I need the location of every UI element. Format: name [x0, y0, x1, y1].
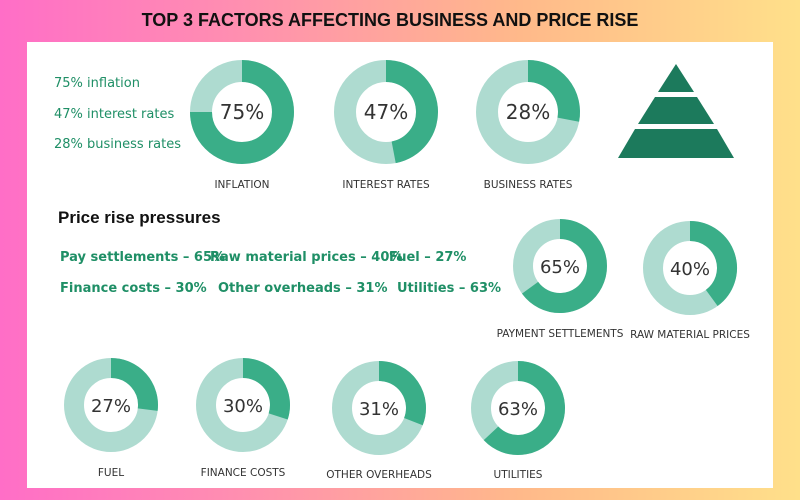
donut-category-label: UTILITIES	[494, 469, 543, 481]
section-heading: Price rise pressures	[58, 208, 221, 227]
pressure-keyword: Utilities	[397, 281, 455, 296]
donut-category-label: FINANCE COSTS	[201, 467, 286, 479]
pressure-keyword: Raw material	[210, 250, 307, 265]
pyramid-icon	[618, 64, 734, 158]
legend-item-inflation: 75% inflation	[54, 76, 140, 91]
donut-category-label: OTHER OVERHEADS	[326, 469, 432, 481]
donut-category-label: FUEL	[98, 467, 124, 479]
pressure-keyword: Fuel	[389, 250, 420, 265]
donut-slice-finance-costs	[242, 358, 290, 420]
donut-payment-settlements: 65% PAYMENT SETTLEMENTS	[497, 219, 624, 340]
donut-value-label: 27%	[91, 396, 131, 417]
pressure-keyword: Other	[218, 281, 260, 296]
donut-value-label: 30%	[223, 396, 263, 417]
legend-value: 75%	[54, 76, 83, 91]
pressure-keyword: Pay	[60, 250, 87, 265]
donut-value-label: 40%	[670, 259, 710, 280]
donut-value-label: 31%	[359, 399, 399, 420]
donut-slice-business-rates	[527, 60, 580, 122]
donut-slice-utilities	[483, 361, 565, 455]
donut-value-label: 75%	[220, 100, 264, 124]
donut-slice-fuel	[110, 358, 158, 411]
donut-utilities: 63% UTILITIES	[471, 361, 565, 481]
legend-item-business-rates: 28% business rates	[54, 137, 181, 152]
donut-finance-costs: 30% FINANCE COSTS	[196, 358, 290, 479]
donut-inflation: 75% INFLATION	[190, 60, 294, 191]
donut-category-label: INTEREST RATES	[342, 179, 430, 191]
pressure-fuel: Fuel – 27%	[389, 250, 466, 265]
donut-slice-other-overheads	[378, 361, 426, 426]
donut-category-label: PAYMENT SETTLEMENTS	[497, 328, 624, 340]
donut-raw-material-prices: 40% RAW MATERIAL PRICES	[630, 221, 750, 341]
donut-category-label: INFLATION	[214, 179, 269, 191]
donut-fuel: 27% FUEL	[64, 358, 158, 479]
pressure-detail: – 63%	[454, 281, 502, 296]
donut-value-label: 47%	[364, 100, 408, 124]
donut-value-label: 28%	[506, 100, 550, 124]
legend-value: 47%	[54, 107, 83, 122]
pressure-detail: settlements – 65%	[86, 250, 226, 265]
donut-slice-interest-rates	[385, 60, 438, 164]
donut-category-label: BUSINESS RATES	[484, 179, 573, 191]
pressure-pay-settlements: Pay settlements – 65%	[60, 250, 225, 265]
donut-slice-inflation	[190, 60, 294, 164]
legend-text: business rates	[87, 137, 182, 152]
legend-text: inflation	[87, 76, 140, 91]
donut-category-label: RAW MATERIAL PRICES	[630, 329, 750, 341]
donut-interest-rates: 47% INTEREST RATES	[334, 60, 438, 191]
legend-value: 28%	[54, 137, 83, 152]
donut-slice-payment-settlements	[521, 219, 607, 313]
legend-item-interest-rates: 47% interest rates	[54, 107, 174, 122]
donut-value-label: 63%	[498, 399, 538, 420]
legend-text: interest rates	[87, 107, 175, 122]
pressure-finance-costs: Finance costs – 30%	[60, 281, 207, 296]
pressure-detail: prices – 40%	[306, 250, 403, 265]
donut-business-rates: 28% BUSINESS RATES	[476, 60, 580, 191]
donut-value-label: 65%	[540, 257, 580, 278]
pressure-keyword: Finance	[60, 281, 118, 296]
donut-slice-raw-material-prices	[689, 221, 737, 307]
donut-other-overheads: 31% OTHER OVERHEADS	[326, 361, 432, 481]
pressure-raw-material: Raw material prices – 40%	[210, 250, 402, 265]
pressure-other-overheads: Other overheads – 31%	[218, 281, 387, 296]
pressure-detail: overheads – 31%	[259, 281, 388, 296]
infographic-title: TOP 3 FACTORS AFFECTING BUSINESS AND PRI…	[141, 10, 639, 30]
pressure-detail: costs – 30%	[117, 281, 207, 296]
pressure-detail: – 27%	[419, 250, 467, 265]
pressure-utilities: Utilities – 63%	[397, 281, 501, 296]
